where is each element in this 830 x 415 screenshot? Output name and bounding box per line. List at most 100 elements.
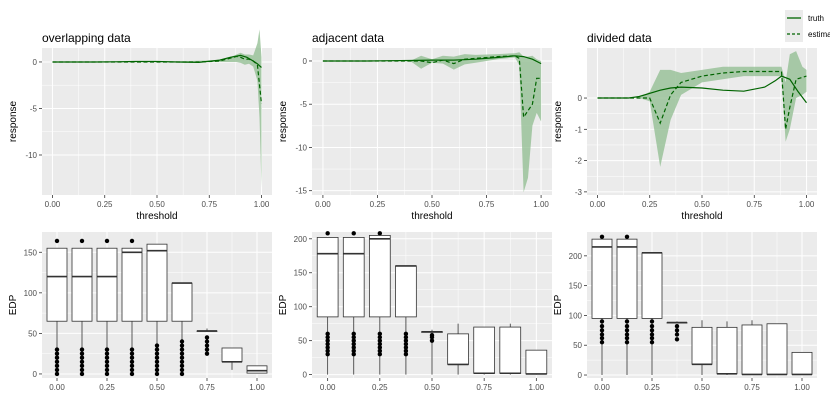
y-tick-label: 0 bbox=[33, 58, 38, 67]
estimate-line bbox=[322, 55, 542, 119]
box-body bbox=[395, 265, 417, 318]
outlier-point bbox=[54, 363, 60, 369]
outlier-point bbox=[179, 363, 185, 369]
outlier-point bbox=[129, 355, 135, 360]
outlier-point bbox=[325, 352, 330, 357]
outlier-point bbox=[204, 347, 210, 352]
y-tick-label: 100 bbox=[24, 289, 38, 298]
box-body bbox=[691, 326, 713, 365]
outlier-point bbox=[179, 347, 185, 352]
outlier-point bbox=[624, 323, 630, 329]
x-tick-label: 1.00 bbox=[254, 200, 270, 209]
x-tick-label: 0.00 bbox=[49, 383, 65, 392]
box-body bbox=[71, 247, 93, 322]
outlier-point bbox=[104, 238, 110, 244]
outlier-point bbox=[377, 338, 383, 343]
outlier-point bbox=[129, 367, 135, 373]
x-tick-label: 0.25 bbox=[642, 200, 658, 209]
outlier-point bbox=[674, 332, 680, 337]
y-tick-label: -15 bbox=[295, 187, 307, 196]
box-body bbox=[221, 347, 243, 363]
outlier-point bbox=[179, 371, 185, 377]
chart-3: 0.00 0.25 0.50 0.75 1.00 0 -1 -2 -3 divided data t… bbox=[553, 31, 817, 222]
x-tick-label: 0.75 bbox=[199, 383, 215, 392]
box-body bbox=[641, 252, 663, 319]
outlier-point bbox=[79, 363, 85, 369]
y-axis-label: EDP bbox=[278, 294, 289, 315]
outlier-point bbox=[54, 367, 60, 373]
box bbox=[171, 282, 193, 377]
outlier-point bbox=[79, 238, 85, 244]
outlier-point bbox=[599, 340, 605, 345]
outlier-point bbox=[79, 355, 85, 360]
box bbox=[46, 238, 68, 377]
outlier-point bbox=[54, 371, 60, 377]
legend: truth estimate bbox=[785, 10, 830, 42]
box bbox=[525, 349, 548, 375]
outlier-point bbox=[129, 351, 135, 356]
box bbox=[121, 238, 143, 377]
outlier-point bbox=[204, 335, 210, 340]
outlier-point bbox=[649, 328, 655, 333]
outlier-point bbox=[429, 333, 435, 338]
box-body bbox=[616, 238, 638, 319]
outlier-point bbox=[129, 347, 135, 352]
y-axis-label: response bbox=[8, 100, 19, 142]
outlier-point bbox=[104, 351, 110, 356]
y-tick-label: 0 bbox=[303, 371, 308, 380]
x-tick-label: 0.00 bbox=[594, 383, 610, 392]
box bbox=[473, 326, 496, 375]
outlier-point bbox=[54, 359, 60, 364]
outlier-point bbox=[351, 338, 356, 343]
box-body bbox=[121, 247, 143, 322]
outlier-point bbox=[674, 323, 680, 329]
box-body bbox=[499, 326, 522, 374]
x-tick-label: 0.50 bbox=[149, 200, 165, 209]
box bbox=[641, 252, 663, 376]
x-tick-label: 0.75 bbox=[746, 200, 762, 209]
outlier-point bbox=[79, 359, 85, 364]
x-tick-label: 0.00 bbox=[315, 200, 331, 209]
x-tick-label: 0.50 bbox=[149, 383, 165, 392]
y-tick-label: 0 bbox=[33, 370, 38, 379]
box-body bbox=[766, 323, 788, 375]
x-tick-label: 0.50 bbox=[694, 383, 710, 392]
outlier-point bbox=[104, 371, 110, 377]
box-body bbox=[316, 237, 339, 318]
outlier-point bbox=[624, 340, 630, 345]
box bbox=[246, 365, 268, 374]
x-tick-label: 0.50 bbox=[694, 200, 710, 209]
box bbox=[741, 320, 763, 376]
x-tick-label: 0.25 bbox=[370, 200, 386, 209]
outlier-point bbox=[624, 328, 630, 333]
y-tick-label: 150 bbox=[294, 269, 308, 278]
box bbox=[421, 329, 443, 375]
x-tick-label: 0.00 bbox=[590, 200, 606, 209]
outlier-point bbox=[325, 345, 330, 350]
y-tick-label: -1 bbox=[575, 125, 583, 134]
outlier-point bbox=[377, 341, 383, 347]
y-tick-label: 50 bbox=[298, 337, 307, 346]
outlier-point bbox=[179, 355, 185, 360]
chart-5: 0.00 0.25 0.50 0.75 1.00 0 50 100 150 200 EDP bbox=[278, 231, 552, 392]
outlier-point bbox=[154, 355, 160, 360]
outlier-point bbox=[403, 331, 409, 337]
box bbox=[616, 234, 638, 376]
x-tick-label: 0.75 bbox=[476, 383, 492, 392]
x-tick-label: 1.00 bbox=[249, 383, 265, 392]
chart-1: 0.00 0.25 0.50 0.75 1.00 0 -5 -10 overlapping da… bbox=[8, 29, 272, 222]
outlier-point bbox=[179, 339, 185, 344]
outlier-point bbox=[403, 335, 409, 340]
outlier-point bbox=[79, 367, 85, 373]
box-body bbox=[791, 351, 813, 375]
outlier-point bbox=[129, 363, 135, 369]
y-tick-label: 0 bbox=[578, 371, 583, 380]
y-tick-label: 50 bbox=[28, 329, 37, 338]
y-tick-label: -5 bbox=[30, 104, 38, 113]
y-tick-label: 150 bbox=[569, 282, 583, 291]
box bbox=[221, 347, 243, 370]
outlier-point bbox=[403, 338, 409, 343]
outlier-point bbox=[129, 371, 135, 377]
y-axis-label: EDP bbox=[8, 294, 19, 315]
outlier-point bbox=[599, 328, 605, 333]
